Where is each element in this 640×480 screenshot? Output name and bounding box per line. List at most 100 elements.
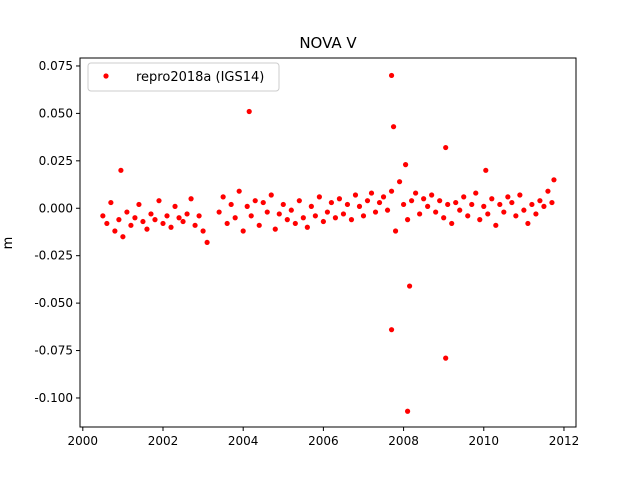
point bbox=[360, 213, 367, 219]
point bbox=[425, 203, 431, 209]
point bbox=[541, 203, 547, 209]
point bbox=[128, 222, 134, 228]
point bbox=[268, 192, 274, 198]
point bbox=[132, 215, 138, 221]
point bbox=[352, 192, 359, 198]
point bbox=[328, 199, 335, 206]
point bbox=[160, 220, 166, 227]
point bbox=[188, 196, 194, 202]
point bbox=[497, 201, 503, 208]
point bbox=[372, 209, 379, 215]
y-tick-label: -0.050 bbox=[34, 296, 73, 310]
point bbox=[312, 213, 318, 219]
y-tick-label: 0.075 bbox=[39, 59, 73, 73]
point bbox=[116, 217, 122, 223]
point bbox=[505, 194, 511, 200]
x-tick-label: 2002 bbox=[148, 434, 179, 448]
point bbox=[112, 228, 118, 234]
point bbox=[481, 203, 487, 209]
point bbox=[108, 199, 114, 206]
point bbox=[320, 218, 326, 225]
point bbox=[501, 209, 507, 215]
y-tick-label: -0.025 bbox=[34, 249, 73, 263]
point bbox=[525, 220, 531, 227]
point bbox=[192, 222, 198, 228]
point bbox=[340, 211, 347, 217]
point bbox=[443, 144, 449, 151]
point bbox=[140, 218, 146, 225]
y-axis-label: m bbox=[1, 237, 16, 250]
point bbox=[473, 190, 479, 196]
point bbox=[461, 194, 467, 200]
x-tick-label: 2012 bbox=[549, 434, 580, 448]
point bbox=[429, 192, 435, 198]
point bbox=[443, 355, 449, 361]
point bbox=[392, 228, 399, 234]
point bbox=[513, 213, 519, 219]
point bbox=[168, 224, 174, 230]
point bbox=[204, 239, 210, 246]
y-tick-label: 0.025 bbox=[39, 154, 73, 168]
point bbox=[148, 211, 154, 217]
point bbox=[441, 215, 447, 221]
point bbox=[220, 194, 226, 200]
x-tick-label: 2000 bbox=[68, 434, 99, 448]
point bbox=[344, 201, 351, 208]
point bbox=[232, 215, 238, 221]
point bbox=[433, 209, 439, 215]
point bbox=[417, 211, 423, 217]
legend-box bbox=[87, 62, 280, 92]
point bbox=[551, 177, 557, 183]
point bbox=[248, 213, 254, 219]
point bbox=[176, 215, 182, 221]
y-tick-label: -0.100 bbox=[34, 391, 73, 405]
point bbox=[421, 196, 427, 202]
point bbox=[120, 234, 126, 240]
point bbox=[356, 203, 363, 209]
x-tick-label: 2006 bbox=[308, 434, 339, 448]
point bbox=[404, 217, 411, 223]
point bbox=[533, 211, 539, 217]
point bbox=[509, 199, 515, 206]
point bbox=[118, 167, 124, 173]
point bbox=[380, 194, 387, 200]
point bbox=[180, 218, 186, 225]
point bbox=[304, 224, 310, 230]
point bbox=[493, 222, 499, 228]
point bbox=[406, 283, 413, 289]
x-tick-label: 2010 bbox=[469, 434, 500, 448]
point bbox=[529, 201, 535, 208]
point bbox=[296, 198, 302, 204]
point bbox=[236, 188, 242, 194]
point bbox=[272, 226, 278, 232]
point bbox=[477, 217, 483, 223]
point bbox=[402, 162, 409, 168]
point bbox=[368, 190, 375, 196]
point bbox=[336, 196, 343, 202]
point bbox=[244, 203, 250, 209]
chart-title: NOVA V bbox=[299, 34, 357, 52]
point bbox=[152, 217, 158, 223]
point bbox=[384, 207, 391, 213]
point bbox=[376, 199, 383, 206]
point bbox=[280, 201, 286, 208]
point bbox=[284, 217, 290, 223]
point bbox=[104, 220, 110, 227]
point bbox=[100, 213, 106, 219]
plot-frame bbox=[79, 57, 577, 428]
legend-marker bbox=[103, 73, 109, 79]
point bbox=[404, 408, 411, 414]
point bbox=[224, 220, 230, 227]
legend-label: repro2018a (IGS14) bbox=[136, 70, 264, 85]
point bbox=[469, 201, 475, 208]
point bbox=[485, 211, 491, 217]
point bbox=[364, 198, 371, 204]
point bbox=[390, 124, 397, 130]
point bbox=[445, 201, 451, 208]
point bbox=[246, 108, 252, 115]
point bbox=[264, 209, 270, 215]
point bbox=[156, 198, 162, 204]
point bbox=[489, 196, 495, 202]
point bbox=[144, 226, 150, 232]
point bbox=[172, 203, 178, 209]
